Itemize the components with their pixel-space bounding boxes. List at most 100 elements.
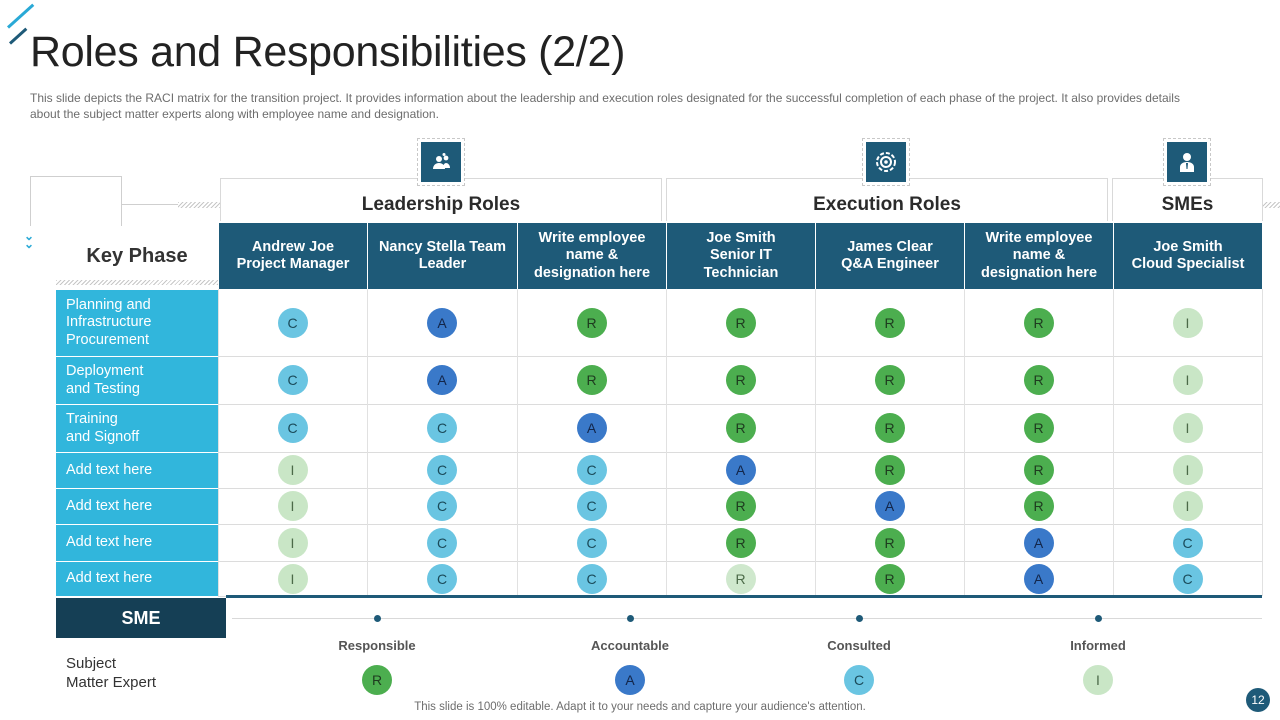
raci-cell: I <box>277 491 308 521</box>
raci-cell: R <box>874 365 905 395</box>
row-label-line: Deployment <box>66 363 144 379</box>
column-header-line: name & <box>1012 247 1066 264</box>
raci-cell: A <box>725 455 756 485</box>
raci-cell: C <box>576 455 607 485</box>
raci-cell: C <box>576 563 607 594</box>
page-number: 12 <box>1246 688 1270 712</box>
column-header-line: James Clear <box>847 238 933 255</box>
row-label: Planning and Infrastructure Procurement <box>56 290 218 356</box>
legend-label: Responsible <box>338 638 416 653</box>
column-header-line: Joe Smith <box>1153 238 1223 255</box>
row-label: Add text here <box>56 562 218 596</box>
row-label: Add text here <box>56 453 218 488</box>
column-header-line: Write employee <box>538 229 646 246</box>
grid-line <box>218 561 1262 562</box>
row-label-line: Add text here <box>66 570 153 587</box>
raci-cell: C <box>277 307 308 338</box>
column-header-line: designation here <box>533 264 651 281</box>
raci-cell: C <box>277 413 308 443</box>
grid-line <box>218 356 1262 357</box>
table-bottom-line <box>226 595 1262 598</box>
decor-slash-1 <box>6 3 35 29</box>
raci-cell: R <box>725 527 756 558</box>
raci-cell: C <box>427 563 457 594</box>
sme-description-line1: Subject <box>66 655 117 672</box>
column-header: Andrew Joe Project Manager <box>219 223 367 289</box>
page-title: Roles and Responsibilities (2/2) <box>30 28 626 76</box>
raci-cell: A <box>427 307 457 338</box>
column-header-line: Andrew Joe <box>251 238 335 255</box>
row-label: Training and Signoff <box>56 405 218 452</box>
row-label-line: Add text here <box>66 461 153 478</box>
sme-label: SME <box>56 598 226 638</box>
decor-hatch-keyphase <box>56 280 218 285</box>
column-header-line: Cloud Specialist <box>1131 256 1245 272</box>
column-header: Joe Smith Cloud Specialist <box>1114 223 1262 289</box>
legend-label: Accountable <box>590 638 669 653</box>
raci-cell: R <box>576 307 607 338</box>
legend-dot <box>626 615 634 622</box>
row-label-line: Procurement <box>66 331 150 348</box>
legend-label: Informed <box>1070 638 1126 653</box>
raci-cell: R <box>874 413 905 443</box>
grid-line <box>367 289 368 596</box>
column-header: Nancy Stella Team Leader <box>368 223 517 289</box>
raci-cell: R <box>725 491 756 521</box>
column-header-line: Technician <box>703 264 779 281</box>
raci-cell: C <box>427 491 457 521</box>
raci-cell: I <box>1172 307 1203 338</box>
raci-cell: R <box>1023 307 1054 338</box>
raci-cell: C <box>1172 527 1203 558</box>
raci-cell: I <box>1172 365 1203 395</box>
raci-cell: R <box>874 307 905 338</box>
column-header-line: Joe Smith <box>706 229 776 246</box>
raci-cell: R <box>1023 413 1054 443</box>
legend-circle: C <box>844 665 874 695</box>
raci-cell: C <box>576 491 607 521</box>
column-header: Joe Smith Senior IT Technician <box>667 223 815 289</box>
decor-slash-2 <box>8 27 28 45</box>
raci-cell: C <box>427 527 457 558</box>
row-label-line: Planning and <box>66 296 151 313</box>
sme-description: Subject Matter Expert <box>66 654 206 692</box>
person-tie-icon <box>1163 138 1211 186</box>
column-header-line: designation here <box>980 264 1098 281</box>
row-label-line: Add text here <box>66 534 153 551</box>
raci-cell: I <box>277 527 308 558</box>
team-leader-icon <box>417 138 465 186</box>
row-label-line: Infrastructure <box>66 314 152 331</box>
legend-circle: I <box>1083 665 1113 695</box>
row-label: Add text here <box>56 525 218 561</box>
grid-line <box>666 289 667 596</box>
grid-line <box>218 524 1262 525</box>
group-execution-label: Execution Roles <box>813 194 961 215</box>
raci-cell: C <box>576 527 607 558</box>
raci-cell: R <box>725 563 756 594</box>
raci-cell: R <box>725 413 756 443</box>
grid-line <box>218 452 1262 453</box>
row-label: Deployment and Testing <box>56 357 218 404</box>
row-label: Add text here <box>56 489 218 524</box>
legend-circle: R <box>362 665 392 695</box>
grid-line <box>517 289 518 596</box>
decor-outline-2 <box>121 204 181 205</box>
target-gear-icon <box>862 138 910 186</box>
column-header: James Clear Q&A Engineer <box>816 223 964 289</box>
raci-cell: R <box>874 455 905 485</box>
column-header-line: Leader <box>418 256 467 272</box>
grid-line <box>218 404 1262 405</box>
raci-cell: A <box>1023 527 1054 558</box>
column-header-line: Write employee <box>985 229 1093 246</box>
grid-line <box>218 289 219 596</box>
grid-line <box>964 289 965 596</box>
raci-cell: R <box>576 365 607 395</box>
raci-cell: A <box>874 491 905 521</box>
column-header: Write employee name & designation here <box>518 223 666 289</box>
raci-cell: R <box>725 365 756 395</box>
column-header: Write employee name & designation here <box>965 223 1113 289</box>
group-smes-label: SMEs <box>1161 194 1214 215</box>
raci-cell: R <box>1023 455 1054 485</box>
chevron-down-icon: ⌄ ⌄ <box>24 229 35 251</box>
raci-cell: R <box>1023 491 1054 521</box>
raci-cell: R <box>874 527 905 558</box>
